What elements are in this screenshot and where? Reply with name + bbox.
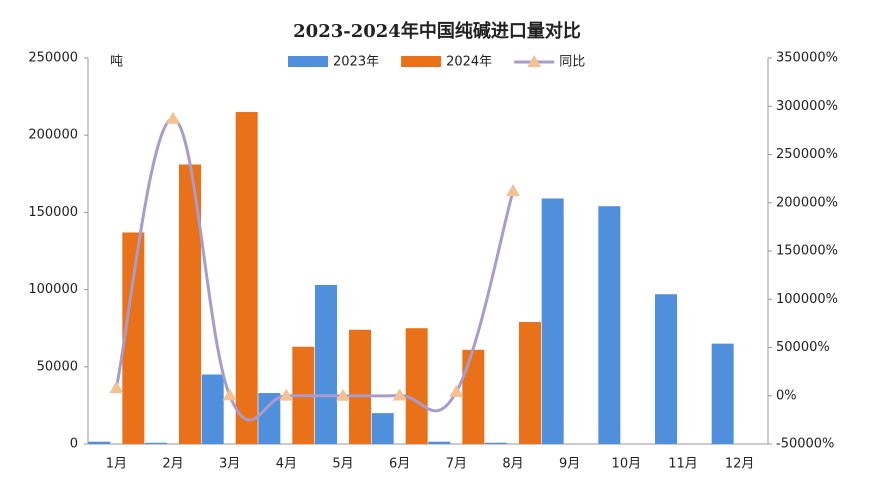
bar (349, 329, 371, 444)
legend-marker (527, 55, 542, 67)
legend-swatch (401, 56, 442, 67)
bar (258, 393, 281, 444)
bar (179, 164, 201, 444)
marker (449, 384, 464, 397)
x-tick-label: 3月 (219, 457, 240, 472)
y2-tick-label: 150000% (776, 244, 838, 259)
x-tick-label: 1月 (106, 457, 127, 472)
x-tick-label: 8月 (502, 457, 523, 472)
bar (88, 441, 111, 444)
legend-label: 同比 (559, 55, 585, 70)
legend-label: 2023年 (333, 55, 379, 70)
bar (428, 441, 451, 444)
bar (122, 232, 145, 444)
y-tick-label: 100000 (28, 282, 78, 297)
x-tick-label: 11月 (668, 457, 698, 472)
bar (405, 328, 428, 444)
bar (235, 112, 258, 444)
marker (166, 111, 180, 124)
bar (315, 284, 337, 444)
y2-tick-label: 100000% (776, 292, 838, 307)
legend-swatch (288, 56, 328, 67)
y2-tick-label: 200000% (776, 195, 838, 210)
y-tick-label: 150000 (28, 205, 78, 220)
bar (598, 206, 621, 444)
bar (145, 442, 167, 444)
chart-title: 2023-2024年中国纯碱进口量对比 (293, 20, 581, 42)
legend-label: 2024年 (446, 55, 492, 70)
bar (485, 442, 507, 444)
y-tick-label: 0 (70, 437, 78, 452)
x-tick-label: 5月 (332, 457, 353, 472)
y2-tick-label: 300000% (776, 99, 838, 114)
y-tick-label: 200000 (28, 128, 78, 143)
bar (519, 322, 541, 444)
bar (541, 198, 564, 444)
bar (201, 374, 224, 444)
bar (462, 349, 485, 444)
marker (392, 388, 407, 401)
x-tick-label: 10月 (612, 457, 642, 472)
bar (655, 294, 677, 444)
y2-tick-label: 350000% (776, 51, 838, 66)
x-tick-label: 4月 (276, 457, 297, 472)
y-tick-label: 50000 (37, 359, 78, 374)
marker (279, 388, 294, 401)
y2-tick-label: 0% (776, 388, 797, 403)
marker (336, 388, 350, 401)
x-tick-label: 12月 (725, 457, 755, 472)
y2-tick-label: 50000% (776, 340, 830, 355)
y-tick-label: 250000 (28, 51, 78, 66)
bar (711, 343, 734, 444)
y-axis-unit: 吨 (110, 55, 123, 70)
y2-tick-label: 250000% (776, 147, 838, 162)
x-tick-label: 6月 (389, 457, 410, 472)
x-tick-label: 2月 (162, 457, 183, 472)
bar (371, 413, 394, 444)
x-tick-label: 7月 (446, 457, 467, 472)
marker (109, 381, 124, 394)
marker (506, 184, 520, 197)
marker (222, 388, 237, 401)
x-tick-label: 9月 (559, 457, 580, 472)
y2-tick-label: -50000% (776, 437, 834, 452)
